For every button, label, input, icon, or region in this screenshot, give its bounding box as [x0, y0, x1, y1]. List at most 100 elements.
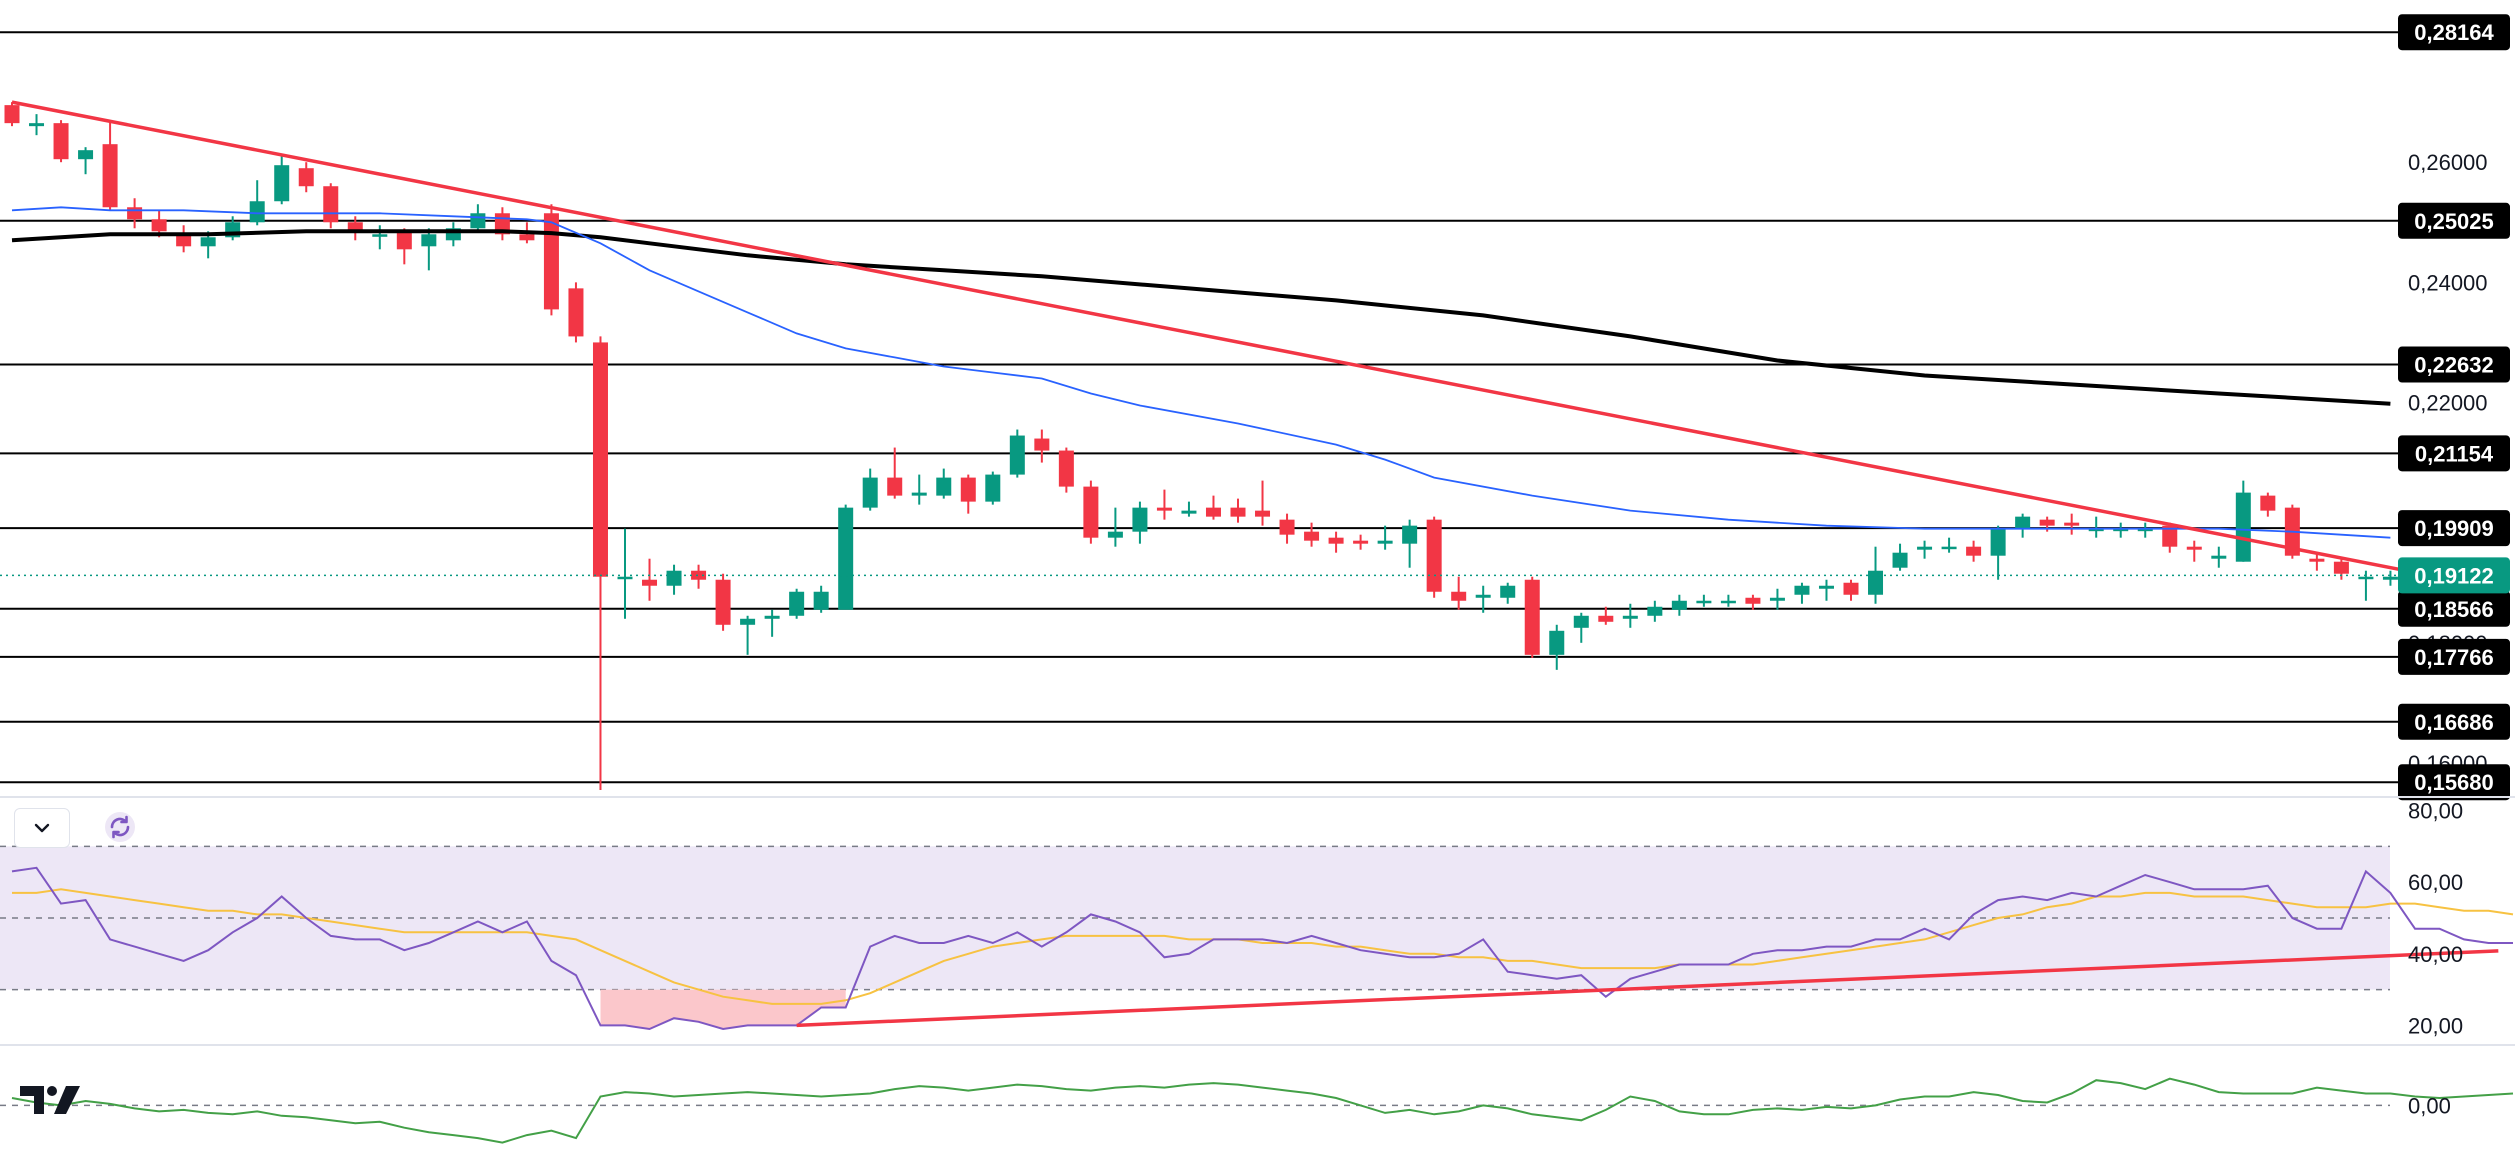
candle [421, 228, 437, 271]
candle [740, 615, 756, 655]
candle [1107, 507, 1123, 547]
candle [2211, 546, 2227, 568]
rsi-tick-label: 60,00 [2408, 870, 2463, 895]
candle [1549, 624, 1565, 670]
candle [372, 225, 388, 250]
rsi-axis: 80,00 60,00 40,00 20,00 [2408, 799, 2463, 1039]
candle [2015, 513, 2031, 538]
candle [1524, 576, 1540, 658]
candles [4, 102, 2398, 790]
candle [1009, 429, 1025, 478]
candle [1917, 540, 1933, 559]
price-level-tag [2398, 590, 2510, 627]
candle [1475, 585, 1491, 613]
candle [2333, 558, 2349, 580]
candle [1843, 579, 1859, 601]
candle [1598, 606, 1614, 625]
candle [102, 120, 118, 211]
candle [985, 471, 1001, 505]
rsi-ascending-trendline [796, 949, 2499, 1028]
candle [1034, 429, 1050, 463]
candle [1230, 498, 1246, 523]
price-level-label: 0,16686 [2414, 710, 2494, 735]
moving-average-black-line [11, 229, 2391, 406]
candle [176, 225, 192, 253]
candle [249, 180, 265, 226]
candle [1745, 594, 1761, 610]
candle [592, 336, 608, 790]
candle [617, 528, 633, 619]
candle [4, 102, 20, 127]
candle [813, 585, 829, 613]
candle [1083, 480, 1099, 544]
candle [2186, 540, 2202, 562]
price-level-tag [2398, 202, 2510, 239]
current-price-label: 0,19122 [2414, 563, 2494, 588]
candle [1156, 489, 1172, 520]
candle [2064, 513, 2080, 535]
candle [1205, 495, 1221, 520]
price-level-tag [2398, 638, 2510, 675]
candle [666, 564, 682, 595]
candle [691, 564, 707, 589]
rsi-tick-label: 40,00 [2408, 942, 2463, 967]
price-level-label: 0,18566 [2414, 597, 2494, 622]
price-tick-label: 0,24000 [2408, 270, 2488, 295]
candle [1402, 519, 1418, 568]
candle [838, 504, 854, 610]
candle [1941, 537, 1957, 553]
candle [1868, 546, 1884, 604]
candle [323, 183, 339, 229]
price-level-label: 0,28164 [2414, 20, 2494, 45]
candle [445, 222, 461, 247]
collapse-button[interactable] [14, 808, 70, 848]
candle [1426, 516, 1442, 598]
candle [1377, 525, 1393, 550]
price-level-tag [2398, 435, 2510, 472]
candle [1304, 522, 1320, 547]
momentum-line [11, 1077, 2514, 1144]
candle [347, 216, 363, 241]
refresh-button[interactable] [98, 808, 142, 846]
candle [1990, 525, 2006, 580]
candle [29, 114, 45, 136]
price-level-tag [2398, 346, 2510, 383]
candle [396, 228, 412, 265]
candle [1622, 603, 1638, 628]
rsi-pane: 80,00 60,00 40,00 20,00 [0, 799, 2514, 1039]
candle [1573, 612, 1589, 643]
price-level-label: 0,25025 [2414, 209, 2494, 234]
price-tick-label: 0,26000 [2408, 150, 2488, 175]
price-level-label: 0,19909 [2414, 516, 2494, 541]
rsi-line [11, 866, 2513, 1031]
candle [1966, 540, 1982, 562]
level-labels: 0,28164 0,25025 0,22632 0,21154 0,19909 0,185… [2398, 14, 2510, 801]
rsi-tick-label: 80,00 [2408, 799, 2463, 824]
candle [274, 156, 290, 205]
candle [2162, 522, 2178, 553]
candle [2260, 492, 2276, 517]
candle [2113, 522, 2129, 538]
candle [1818, 579, 1834, 601]
candle [78, 147, 94, 175]
candle [887, 447, 903, 499]
candle [1500, 582, 1516, 604]
candle [568, 282, 584, 343]
candle [1451, 576, 1467, 610]
rsi-guide-lines [0, 845, 2390, 991]
candle [2235, 480, 2251, 562]
horizontal-levels [0, 31, 2398, 784]
candle [1794, 582, 1810, 604]
current-price-tag [2398, 557, 2510, 594]
price-level-label: 0,21154 [2415, 441, 2494, 466]
candle [960, 474, 976, 514]
candle [1647, 600, 1663, 622]
candle [642, 558, 658, 601]
refresh-icon [105, 812, 135, 842]
price-level-tag [2398, 14, 2510, 51]
candle [936, 468, 952, 499]
chevron-down-icon [34, 823, 50, 833]
descending-trendline [11, 100, 2499, 591]
candle [494, 207, 510, 241]
